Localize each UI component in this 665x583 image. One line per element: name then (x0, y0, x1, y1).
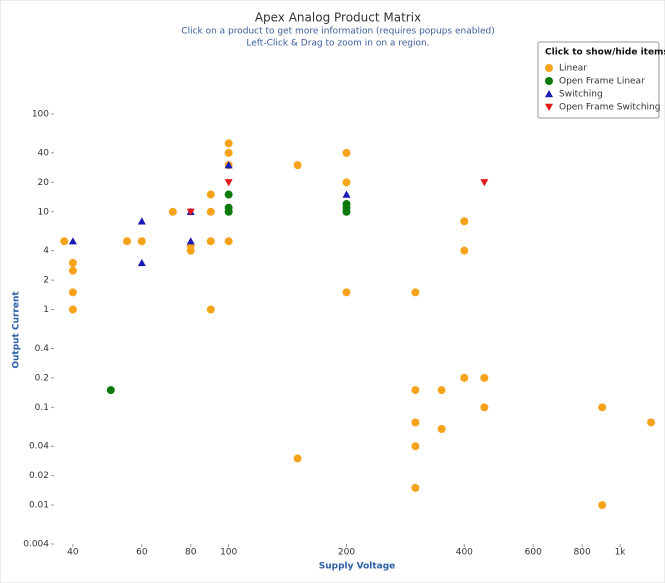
x-tick-label: 600 (525, 548, 542, 558)
legend-item[interactable]: Linear (559, 64, 587, 74)
x-tick-label: 80 (185, 548, 197, 558)
point (137, 237, 146, 246)
y-tick-label: 0.004 (23, 540, 49, 550)
y-tick-label: 40 (38, 148, 50, 158)
point (411, 483, 420, 492)
y-tick-label: 0.4 (35, 344, 50, 354)
point (647, 418, 656, 427)
x-tick-label: 400 (456, 548, 473, 558)
x-tick-label: 800 (574, 548, 591, 558)
y-tick-label: 2 (43, 276, 49, 286)
y-tick-label: 0.01 (29, 501, 49, 511)
point (598, 501, 607, 510)
y-tick-label: 10 (38, 207, 50, 217)
point (68, 288, 77, 297)
y-tick-label: 0.2 (35, 373, 49, 383)
point (480, 403, 489, 412)
point (460, 246, 469, 255)
point (598, 403, 607, 412)
point (342, 178, 351, 187)
point (68, 266, 77, 275)
point (123, 237, 132, 246)
subtitle: Left-Click & Drag to zoom in on a region… (246, 39, 429, 49)
point (224, 179, 233, 187)
legend-marker (545, 90, 553, 98)
subtitle: Click on a product to get more informati… (181, 27, 494, 37)
point (206, 305, 215, 314)
legend-marker (545, 103, 553, 111)
x-tick-label: 200 (338, 548, 355, 558)
legend-item[interactable]: Open Frame Linear (559, 77, 645, 87)
legend-marker (545, 64, 553, 72)
point (224, 139, 233, 148)
y-tick-label: 0.1 (35, 403, 49, 413)
point (206, 207, 215, 216)
legend-item[interactable]: Switching (559, 90, 603, 100)
point (224, 190, 233, 199)
point (411, 386, 420, 395)
y-axis-label: Output Current (12, 291, 22, 369)
legend-item[interactable]: Open Frame Switching (559, 103, 660, 113)
y-tick-label: 0.04 (29, 442, 49, 452)
x-axis-label: Supply Voltage (319, 562, 396, 572)
point (186, 246, 195, 255)
y-tick-label: 100 (32, 110, 49, 120)
point (137, 258, 146, 267)
point (342, 148, 351, 157)
chart-title: Apex Analog Product Matrix (255, 11, 421, 25)
point (437, 386, 446, 395)
y-tick-label: 20 (38, 178, 50, 188)
legend-marker (545, 77, 553, 85)
point (68, 237, 77, 245)
x-tick-label: 1k (615, 548, 627, 558)
point (68, 258, 77, 267)
point (480, 373, 489, 382)
point (206, 190, 215, 199)
legend-title: Click to show/hide items (545, 48, 665, 58)
y-tick-label: 1 (43, 305, 49, 315)
point (460, 217, 469, 226)
point (106, 386, 115, 395)
y-tick-label: 4 (43, 246, 49, 256)
point (224, 161, 233, 169)
y-tick-label: 0.02 (29, 471, 49, 481)
point (186, 208, 195, 216)
point (460, 373, 469, 382)
point (224, 237, 233, 246)
x-tick-label: 60 (136, 548, 148, 558)
point (411, 288, 420, 297)
point (342, 288, 351, 297)
point (437, 425, 446, 434)
point (480, 179, 489, 187)
legend-box (537, 41, 660, 119)
point (60, 237, 69, 246)
point (342, 190, 351, 198)
point (68, 305, 77, 314)
point (168, 207, 177, 216)
point (411, 442, 420, 451)
point (224, 207, 233, 216)
x-tick-label: 40 (67, 548, 79, 558)
point (206, 237, 215, 246)
point (137, 217, 146, 225)
x-tick-label: 100 (220, 548, 237, 558)
point (224, 148, 233, 157)
point (293, 161, 302, 170)
point (293, 454, 302, 463)
point (411, 418, 420, 427)
point (342, 207, 351, 216)
point (186, 237, 195, 245)
